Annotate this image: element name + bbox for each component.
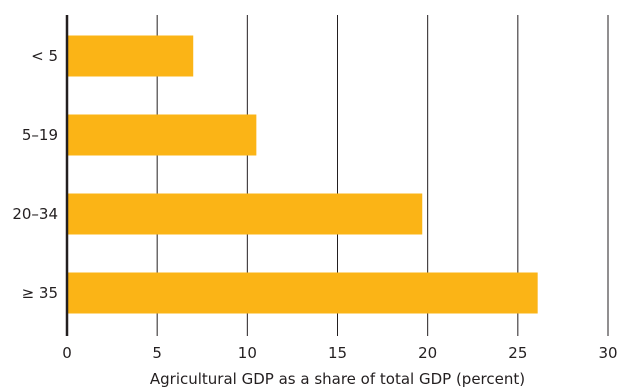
x-tick-label: 30: [598, 344, 617, 362]
category-label: < 5: [31, 47, 58, 65]
category-label: 5–19: [22, 126, 58, 144]
bar-3: [67, 273, 538, 314]
x-tick-label: 10: [238, 344, 257, 362]
x-tick-labels: 0 5 10 15 20 25 30: [62, 344, 617, 362]
x-tick-label: 20: [418, 344, 437, 362]
category-labels: < 5 5–19 20–34 ≥ 35: [12, 47, 58, 302]
x-tick-label: 25: [508, 344, 527, 362]
bar-0: [67, 36, 193, 77]
bars: [67, 36, 538, 314]
x-tick-label: 0: [62, 344, 72, 362]
bar-2: [67, 194, 422, 235]
bar-1: [67, 115, 256, 156]
x-tick-label: 5: [152, 344, 162, 362]
x-tick-label: 15: [328, 344, 347, 362]
x-axis-title: Agricultural GDP as a share of total GDP…: [150, 370, 525, 388]
category-label: 20–34: [12, 205, 58, 223]
category-label: ≥ 35: [22, 284, 58, 302]
